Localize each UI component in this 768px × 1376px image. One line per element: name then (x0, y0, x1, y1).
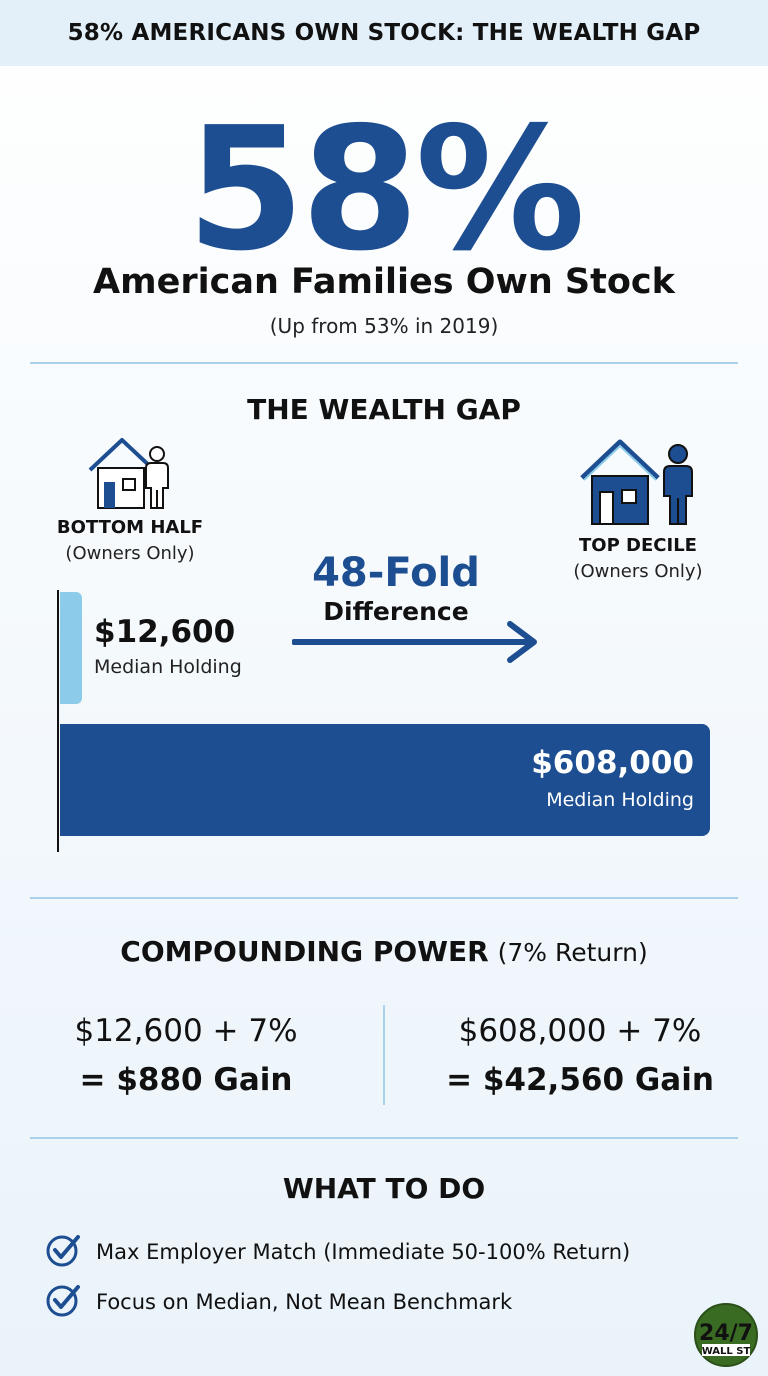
header-bar: 58% AMERICANS OWN STOCK: THE WEALTH GAP (0, 0, 768, 66)
top-decile-label: TOP DECILE (579, 535, 697, 556)
what-to-do-title: WHAT TO DO (282, 1172, 486, 1205)
list-item-text: Focus on Median, Not Mean Benchmark (96, 1290, 513, 1314)
fold-text: Difference (323, 597, 469, 626)
hero-note: (Up from 53% in 2019) (269, 314, 499, 338)
arrow-right-icon (291, 618, 544, 672)
bottom-half-value: $12,600 (94, 614, 236, 650)
top-decile-value-label: Median Holding (546, 789, 694, 811)
compounding-left-line: $12,600 + 7% (74, 1013, 298, 1049)
column-separator (383, 1005, 385, 1105)
divider (30, 1137, 738, 1139)
compounding-left-result: = $880 Gain (79, 1062, 293, 1098)
checkmark-circle-icon (46, 1282, 82, 1322)
bottom-half-label: BOTTOM HALF (56, 517, 204, 538)
bottom-half-value-label: Median Holding (94, 656, 242, 678)
list-item-text: Max Employer Match (Immediate 50-100% Re… (96, 1240, 631, 1264)
compounding-right-result: = $42,560 Gain (446, 1062, 714, 1098)
divider (30, 897, 738, 899)
wall-st-logo: 24/7 WALL ST (694, 1302, 758, 1372)
logo-text-sub: WALL ST (702, 1346, 751, 1357)
house-person-outline-icon (86, 432, 176, 516)
bar-bottom-half (60, 592, 82, 704)
list-item: Max Employer Match (Immediate 50-100% Re… (46, 1232, 630, 1272)
header-title: 58% AMERICANS OWN STOCK: THE WEALTH GAP (67, 20, 701, 46)
compounding-title-note: (7% Return) (497, 938, 648, 967)
bar-top-decile (60, 724, 710, 836)
wealth-gap-title: THE WEALTH GAP (247, 393, 521, 426)
chart-axis (57, 590, 59, 852)
hero-headline: American Families Own Stock (93, 262, 675, 302)
logo-text-main: 24/7 (699, 1321, 753, 1346)
hero-percent: 58% (186, 91, 586, 289)
top-decile-sub: (Owners Only) (573, 561, 703, 582)
checkmark-circle-icon (46, 1232, 82, 1272)
top-decile-value: $608,000 (531, 745, 694, 781)
compounding-title: COMPOUNDING POWER (7% Return) (0, 935, 768, 968)
fold-number: 48-Fold (312, 550, 480, 596)
house-person-filled-icon (578, 434, 702, 532)
divider (30, 362, 738, 364)
compounding-right-line: $608,000 + 7% (458, 1013, 702, 1049)
bottom-half-sub: (Owners Only) (65, 543, 195, 564)
compounding-title-bold: COMPOUNDING POWER (120, 935, 489, 968)
list-item: Focus on Median, Not Mean Benchmark (46, 1282, 512, 1322)
